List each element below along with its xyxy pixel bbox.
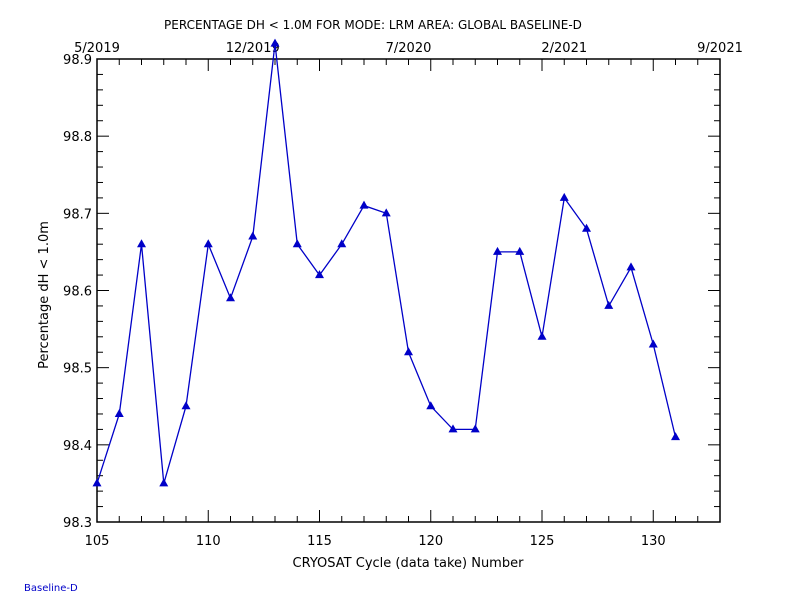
data-point-marker [137,239,146,248]
data-point-marker [248,231,258,240]
series-markers [92,38,680,487]
top-axis-tick-label: 9/2021 [697,41,743,56]
data-point-marker [292,239,302,248]
data-point-marker [626,262,636,271]
chart-title: PERCENTAGE DH < 1.0M FOR MODE: LRM AREA:… [164,18,582,32]
data-point-marker [604,300,614,309]
data-point-marker [582,223,591,232]
x-tick-label: 115 [307,534,332,549]
top-axis-tick-label: 12/2019 [226,41,280,56]
y-tick-label: 98.8 [63,130,92,145]
data-point-marker [648,339,658,348]
baseline-footer-label: Baseline-D [24,583,78,594]
data-point-marker [181,401,191,410]
data-point-marker [671,432,680,441]
data-point-marker [559,192,569,201]
y-tick-label: 98.3 [63,516,92,531]
data-point-marker [226,293,235,302]
y-axis-tick-labels: 98.3 98.4 98.5 98.6 98.7 98.8 98.9 [63,53,92,531]
x-axis-label: CRYOSAT Cycle (data take) Number [293,556,525,571]
data-point-marker [404,347,413,356]
data-point-marker [203,239,213,248]
data-point-marker [92,478,102,487]
y-tick-label: 98.5 [63,362,92,377]
top-axis-tick-label: 7/2020 [386,41,432,56]
y-tick-label: 98.9 [63,53,92,68]
top-axis-tick-label: 5/2019 [74,41,120,56]
data-point-marker [493,246,502,255]
x-axis-tick-labels: 105 110 115 120 125 130 [85,534,666,549]
data-point-marker [270,38,280,47]
data-point-marker [337,239,347,248]
data-point-marker [315,270,324,279]
axis-ticks [96,58,720,523]
data-point-marker [426,401,436,410]
series-line [96,43,677,484]
y-axis-label: Percentage dH < 1.0m [37,221,52,369]
y-tick-label: 98.7 [63,207,92,222]
y-tick-label: 98.4 [63,439,92,454]
top-axis-tick-labels: 5/2019 12/2019 7/2020 2/2021 9/2021 [74,41,743,56]
data-point-marker [537,331,547,340]
data-point-marker [159,478,169,487]
x-tick-label: 105 [85,534,110,549]
data-point-marker [381,208,391,217]
data-point-marker [114,408,124,417]
top-axis-tick-label: 2/2021 [541,41,587,56]
data-point-marker [470,424,480,433]
data-point-marker [515,246,525,255]
data-point-marker [448,424,458,433]
x-tick-label: 110 [196,534,221,549]
plot-frame [96,58,721,523]
x-tick-label: 120 [418,534,443,549]
y-tick-label: 98.6 [63,285,92,300]
data-point-marker [359,200,369,209]
x-tick-label: 130 [641,534,666,549]
x-tick-label: 125 [530,534,555,549]
